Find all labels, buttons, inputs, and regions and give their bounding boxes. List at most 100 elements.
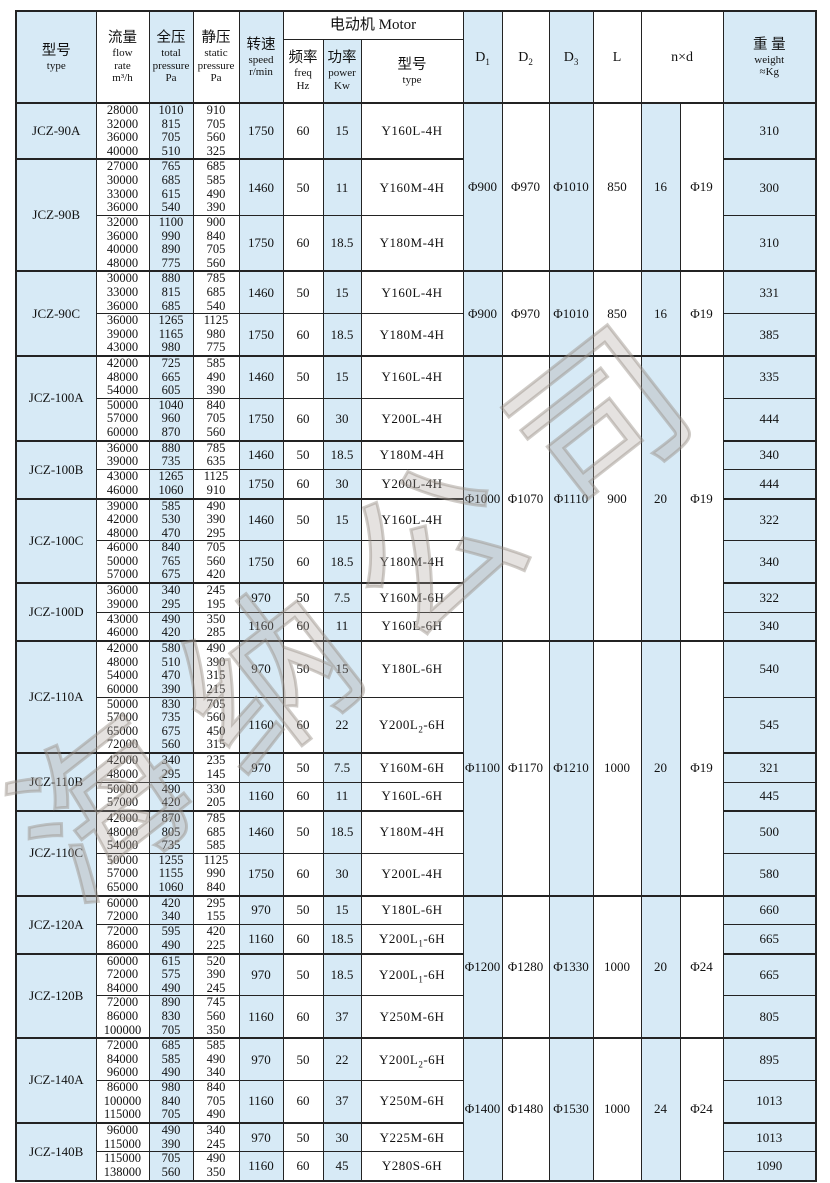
value-line: 685 <box>161 1038 181 1053</box>
value-line: 50000 <box>106 697 139 711</box>
header-cell-total-pressure: 全压 total pressure Pa <box>148 10 194 104</box>
freq-cell: 60 <box>282 469 324 499</box>
value-line: 785 <box>206 440 226 455</box>
speed-cell: 1160 <box>238 696 284 754</box>
motor-type-cell: Y160M-6H <box>360 582 464 613</box>
value-line: 155 <box>206 909 226 924</box>
freq-cell: 60 <box>282 101 324 160</box>
value-line: 450 <box>206 723 226 738</box>
dim-n-cell: 20 <box>640 640 681 897</box>
total-pressure-values: 1010 815 705 510 <box>148 101 194 160</box>
dim-d-cell: Φ19 <box>679 640 724 897</box>
value-line: 490 <box>161 980 181 995</box>
freq-cell: 60 <box>282 781 324 812</box>
freq-cell: 60 <box>282 540 324 584</box>
freq-cell: 60 <box>282 1079 324 1124</box>
header-weight-zh: 重 量 <box>752 36 786 53</box>
value-line: 735 <box>161 454 181 469</box>
value-line: 340 <box>161 909 181 924</box>
dim-d-cell: Φ19 <box>679 101 724 272</box>
value-line: 57000 <box>106 795 139 810</box>
power-cell: 18.5 <box>322 952 362 997</box>
dim-d3-cell: Φ1210 <box>548 640 594 897</box>
weight-cell: 340 <box>722 439 817 470</box>
header-total-en1: total <box>161 47 181 60</box>
value-line: 675 <box>161 723 181 738</box>
value-line: 36000 <box>106 228 139 243</box>
dim-n-cell: 16 <box>640 270 681 357</box>
value-line: 510 <box>161 654 181 669</box>
value-line: 72000 <box>106 1038 139 1053</box>
value-line: 33000 <box>106 186 139 201</box>
table-row: 50000 57000 65000 1255 1155 1060 1125 990 840 175… <box>16 852 817 897</box>
value-line: 72000 <box>106 909 139 924</box>
value-line: 43000 <box>106 340 139 355</box>
weight-cell: 385 <box>722 313 817 357</box>
speed-cell: 970 <box>238 752 284 783</box>
value-line: 50000 <box>106 782 139 796</box>
weight-cell: 310 <box>722 101 817 160</box>
header-d1-label: D1 <box>475 49 490 67</box>
static-pressure-values: 235 145 <box>192 752 240 783</box>
value-line: 390 <box>161 681 181 696</box>
value-line: 245 <box>206 980 226 995</box>
value-line: 32000 <box>106 116 139 131</box>
value-line: 390 <box>206 383 226 398</box>
model-cell: JCZ-140B <box>15 1121 97 1182</box>
freq-cell: 60 <box>282 924 324 955</box>
table-row: 72000 86000 100000 890 830 705 745 560 350 1160 60… <box>16 995 817 1039</box>
table-row: 50000 57000 60000 1040 960 870 840 705 560 1750 60… <box>16 397 817 442</box>
value-line: 1125 <box>203 313 229 328</box>
value-line: 245 <box>206 1136 226 1151</box>
table-row: JCZ-110C 42000 48000 54000 870 805 735 785 685 58… <box>15 810 817 897</box>
speed-cell: 970 <box>238 640 284 698</box>
header-cell-d3: D3 <box>548 10 594 104</box>
value-line: 48000 <box>106 369 139 384</box>
weight-cell: 444 <box>722 397 817 442</box>
weight-cell: 1090 <box>722 1151 817 1182</box>
value-line: 725 <box>161 355 181 370</box>
freq-cell: 60 <box>282 313 324 357</box>
value-line: 840 <box>206 398 226 412</box>
power-cell: 22 <box>322 696 362 754</box>
static-pressure-values: 340 245 <box>192 1121 240 1153</box>
motor-type-cell: Y200L-4H <box>360 397 464 442</box>
header-cell-flow: 流量 flow rate m³/h <box>95 10 150 104</box>
value-line: 705 <box>206 116 226 131</box>
value-line: 675 <box>161 567 181 582</box>
motor-type-cell: Y180M-4H <box>360 214 464 272</box>
total-pressure-values: 685 585 490 <box>148 1037 194 1081</box>
header-cell-d1: D1 <box>462 10 503 104</box>
value-line: 890 <box>161 242 181 257</box>
weight-cell: 660 <box>722 894 817 926</box>
speed-cell: 1160 <box>238 1151 284 1182</box>
value-line: 1155 <box>158 866 184 881</box>
value-line: 350 <box>206 1022 226 1037</box>
value-line: 39000 <box>106 454 139 469</box>
dim-d2-cell: Φ1070 <box>501 354 550 642</box>
value-line: 72000 <box>106 737 139 752</box>
speed-cell: 970 <box>238 1121 284 1153</box>
value-line: 615 <box>161 186 181 201</box>
value-line: 420 <box>206 924 226 939</box>
value-line: 42000 <box>106 641 139 656</box>
speed-cell: 1160 <box>238 1079 284 1124</box>
dim-d1-cell: Φ1000 <box>462 354 503 642</box>
weight-cell: 1013 <box>722 1121 817 1153</box>
value-line: 420 <box>161 795 181 810</box>
value-line: 50000 <box>106 853 139 867</box>
value-line: 490 <box>161 1065 181 1080</box>
value-line: 775 <box>161 255 181 270</box>
value-line: 330 <box>206 782 226 796</box>
value-line: 585 <box>206 1038 226 1053</box>
static-pressure-values: 245 195 <box>192 582 240 613</box>
flow-values: 36000 39000 <box>95 439 150 470</box>
dim-d2-cell: Φ970 <box>501 101 550 272</box>
value-line: 775 <box>206 340 226 355</box>
power-cell: 18.5 <box>322 810 362 854</box>
value-line: 215 <box>206 681 226 696</box>
value-line: 580 <box>161 641 181 656</box>
header-cell-nd: n×d <box>640 10 724 104</box>
flow-values: 50000 57000 60000 <box>95 397 150 442</box>
value-line: 28000 <box>106 103 139 117</box>
